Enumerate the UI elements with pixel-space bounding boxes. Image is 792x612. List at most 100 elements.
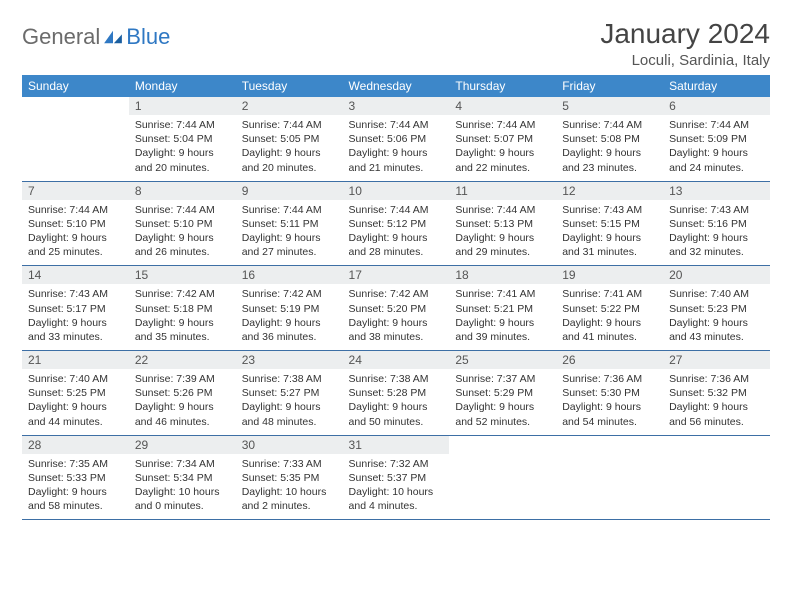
day-line: and 41 minutes. <box>562 330 657 344</box>
day-line: Daylight: 9 hours <box>349 316 444 330</box>
day-line: Sunset: 5:23 PM <box>669 302 764 316</box>
day-line: Sunrise: 7:44 AM <box>135 118 230 132</box>
calendar-day-cell: 20Sunrise: 7:40 AMSunset: 5:23 PMDayligh… <box>663 266 770 351</box>
calendar-day-cell: 22Sunrise: 7:39 AMSunset: 5:26 PMDayligh… <box>129 351 236 436</box>
day-line: Sunset: 5:05 PM <box>242 132 337 146</box>
day-line: Sunrise: 7:38 AM <box>349 372 444 386</box>
weekday-header: Saturday <box>663 75 770 97</box>
day-line: Sunrise: 7:33 AM <box>242 457 337 471</box>
calendar-day-cell: 21Sunrise: 7:40 AMSunset: 5:25 PMDayligh… <box>22 351 129 436</box>
calendar-day-cell: 27Sunrise: 7:36 AMSunset: 5:32 PMDayligh… <box>663 351 770 436</box>
calendar-day-cell: 31Sunrise: 7:32 AMSunset: 5:37 PMDayligh… <box>343 435 450 520</box>
day-line: Sunrise: 7:39 AM <box>135 372 230 386</box>
day-number: 23 <box>236 351 343 369</box>
calendar-week-row: 21Sunrise: 7:40 AMSunset: 5:25 PMDayligh… <box>22 351 770 436</box>
day-body: Sunrise: 7:43 AMSunset: 5:15 PMDaylight:… <box>556 200 663 266</box>
day-line: Daylight: 9 hours <box>349 146 444 160</box>
day-line: Sunset: 5:32 PM <box>669 386 764 400</box>
day-line: Sunrise: 7:42 AM <box>135 287 230 301</box>
calendar-week-row: 14Sunrise: 7:43 AMSunset: 5:17 PMDayligh… <box>22 266 770 351</box>
day-number <box>449 436 556 454</box>
day-number: 25 <box>449 351 556 369</box>
day-line: Sunrise: 7:40 AM <box>28 372 123 386</box>
day-line: Sunset: 5:11 PM <box>242 217 337 231</box>
calendar-header-row: SundayMondayTuesdayWednesdayThursdayFrid… <box>22 75 770 97</box>
day-line: and 23 minutes. <box>562 161 657 175</box>
calendar-day-cell: 13Sunrise: 7:43 AMSunset: 5:16 PMDayligh… <box>663 181 770 266</box>
day-line: Daylight: 9 hours <box>135 231 230 245</box>
day-line: Sunrise: 7:44 AM <box>455 203 550 217</box>
day-body: Sunrise: 7:39 AMSunset: 5:26 PMDaylight:… <box>129 369 236 435</box>
day-line: Daylight: 10 hours <box>242 485 337 499</box>
calendar-day-cell: 5Sunrise: 7:44 AMSunset: 5:08 PMDaylight… <box>556 97 663 181</box>
day-number: 2 <box>236 97 343 115</box>
calendar-day-cell: 7Sunrise: 7:44 AMSunset: 5:10 PMDaylight… <box>22 181 129 266</box>
day-number <box>663 436 770 454</box>
day-line: Sunrise: 7:42 AM <box>242 287 337 301</box>
day-number: 13 <box>663 182 770 200</box>
day-body: Sunrise: 7:32 AMSunset: 5:37 PMDaylight:… <box>343 454 450 520</box>
day-line: Sunrise: 7:44 AM <box>242 203 337 217</box>
day-body <box>663 454 770 512</box>
day-number: 10 <box>343 182 450 200</box>
day-line: Sunset: 5:30 PM <box>562 386 657 400</box>
day-line: Sunset: 5:12 PM <box>349 217 444 231</box>
day-line: and 25 minutes. <box>28 245 123 259</box>
day-line: and 52 minutes. <box>455 415 550 429</box>
day-number: 6 <box>663 97 770 115</box>
weekday-header: Wednesday <box>343 75 450 97</box>
day-body: Sunrise: 7:44 AMSunset: 5:09 PMDaylight:… <box>663 115 770 181</box>
weekday-header: Tuesday <box>236 75 343 97</box>
day-line: Sunrise: 7:35 AM <box>28 457 123 471</box>
day-body: Sunrise: 7:44 AMSunset: 5:10 PMDaylight:… <box>22 200 129 266</box>
day-body: Sunrise: 7:42 AMSunset: 5:19 PMDaylight:… <box>236 284 343 350</box>
day-line: and 0 minutes. <box>135 499 230 513</box>
day-body: Sunrise: 7:35 AMSunset: 5:33 PMDaylight:… <box>22 454 129 520</box>
day-line: and 54 minutes. <box>562 415 657 429</box>
day-line: and 33 minutes. <box>28 330 123 344</box>
calendar-week-row: 7Sunrise: 7:44 AMSunset: 5:10 PMDaylight… <box>22 181 770 266</box>
day-body: Sunrise: 7:33 AMSunset: 5:35 PMDaylight:… <box>236 454 343 520</box>
day-body: Sunrise: 7:44 AMSunset: 5:10 PMDaylight:… <box>129 200 236 266</box>
day-body: Sunrise: 7:44 AMSunset: 5:06 PMDaylight:… <box>343 115 450 181</box>
day-number: 31 <box>343 436 450 454</box>
day-line: Sunrise: 7:36 AM <box>562 372 657 386</box>
day-line: Daylight: 9 hours <box>135 146 230 160</box>
day-line: Sunset: 5:21 PM <box>455 302 550 316</box>
day-line: Daylight: 9 hours <box>669 400 764 414</box>
day-line: Sunset: 5:10 PM <box>28 217 123 231</box>
day-line: and 27 minutes. <box>242 245 337 259</box>
day-line: and 32 minutes. <box>669 245 764 259</box>
day-line: Daylight: 9 hours <box>669 146 764 160</box>
calendar-day-cell: 28Sunrise: 7:35 AMSunset: 5:33 PMDayligh… <box>22 435 129 520</box>
day-line: Sunset: 5:20 PM <box>349 302 444 316</box>
day-number: 3 <box>343 97 450 115</box>
day-body: Sunrise: 7:38 AMSunset: 5:28 PMDaylight:… <box>343 369 450 435</box>
day-body: Sunrise: 7:34 AMSunset: 5:34 PMDaylight:… <box>129 454 236 520</box>
day-line: Daylight: 9 hours <box>242 146 337 160</box>
calendar-day-cell: 24Sunrise: 7:38 AMSunset: 5:28 PMDayligh… <box>343 351 450 436</box>
day-number: 21 <box>22 351 129 369</box>
day-line: Daylight: 9 hours <box>455 316 550 330</box>
day-number <box>556 436 663 454</box>
logo-text-blue: Blue <box>126 24 170 50</box>
day-number: 1 <box>129 97 236 115</box>
day-line: Daylight: 9 hours <box>242 316 337 330</box>
calendar-day-cell: 2Sunrise: 7:44 AMSunset: 5:05 PMDaylight… <box>236 97 343 181</box>
day-line: Sunrise: 7:32 AM <box>349 457 444 471</box>
day-line: and 20 minutes. <box>135 161 230 175</box>
day-body: Sunrise: 7:44 AMSunset: 5:08 PMDaylight:… <box>556 115 663 181</box>
day-line: and 43 minutes. <box>669 330 764 344</box>
day-body: Sunrise: 7:43 AMSunset: 5:17 PMDaylight:… <box>22 284 129 350</box>
day-number: 11 <box>449 182 556 200</box>
calendar-day-cell: 10Sunrise: 7:44 AMSunset: 5:12 PMDayligh… <box>343 181 450 266</box>
calendar-day-cell: 12Sunrise: 7:43 AMSunset: 5:15 PMDayligh… <box>556 181 663 266</box>
calendar-day-cell: 30Sunrise: 7:33 AMSunset: 5:35 PMDayligh… <box>236 435 343 520</box>
day-line: and 36 minutes. <box>242 330 337 344</box>
day-number: 18 <box>449 266 556 284</box>
day-line: and 31 minutes. <box>562 245 657 259</box>
weekday-header: Thursday <box>449 75 556 97</box>
day-line: and 20 minutes. <box>242 161 337 175</box>
day-body: Sunrise: 7:40 AMSunset: 5:23 PMDaylight:… <box>663 284 770 350</box>
calendar-day-cell <box>449 435 556 520</box>
